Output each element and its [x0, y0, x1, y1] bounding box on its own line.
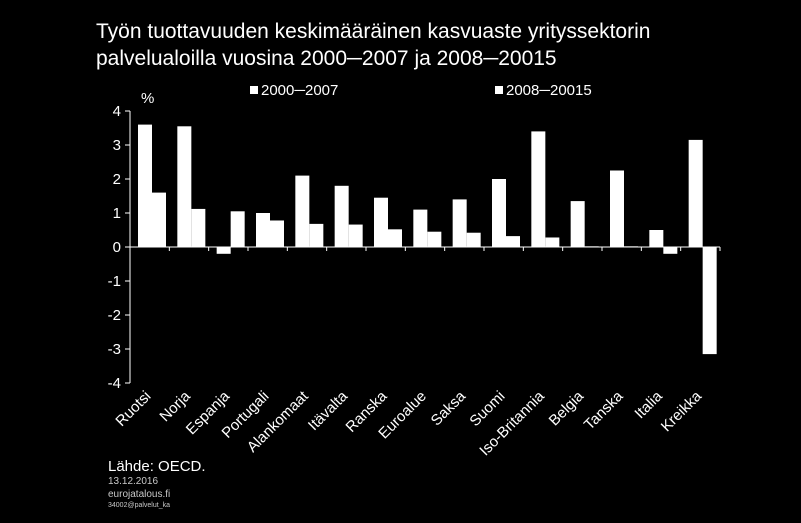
- bar-2: [309, 223, 324, 247]
- x-category-label: Ruotsi: [112, 388, 154, 430]
- bar-1: [138, 124, 152, 247]
- chart-title: Työn tuottavuuden keskimääräinen kasvuas…: [96, 18, 786, 72]
- bar-1: [256, 213, 270, 247]
- y-axis-unit-label: %: [141, 90, 154, 107]
- bar-2: [624, 246, 638, 248]
- y-tick-label: 0: [113, 239, 121, 256]
- chart-code: 34002@palvelut_ka: [108, 502, 170, 509]
- bar-2: [348, 224, 363, 247]
- bar-1: [492, 179, 506, 247]
- bar-1: [688, 139, 703, 247]
- legend-swatch-1: [250, 86, 258, 94]
- bar-1: [649, 230, 664, 247]
- y-tick-label: -1: [108, 273, 121, 290]
- bar-1: [374, 197, 388, 247]
- publish-date: 13.12.2016: [108, 476, 159, 487]
- bar-1: [177, 126, 192, 247]
- x-category-labels: Ruotsi NorjaEspanjaPortugaliAlankomaatItä…: [112, 387, 705, 459]
- bar-2: [152, 192, 166, 247]
- y-tick-label: 3: [113, 137, 121, 154]
- x-category-label: Italia: [631, 387, 666, 422]
- bar-2: [230, 211, 245, 247]
- y-tick-label: 2: [113, 171, 121, 188]
- bar-2: [545, 237, 560, 247]
- bar-2: [702, 247, 717, 355]
- y-tick-label: -2: [108, 307, 121, 324]
- bar-2: [466, 232, 481, 247]
- bar-2: [191, 208, 206, 247]
- source-note: Lähde: OECD.: [108, 458, 206, 475]
- y-tick-label: -3: [108, 341, 121, 358]
- bar-1: [216, 247, 231, 254]
- bar-1: [610, 170, 624, 247]
- chart-legend: 2000─2007 2008─20015: [250, 82, 592, 99]
- bar-2: [584, 246, 599, 248]
- y-tick-label: -4: [108, 375, 121, 392]
- bar-2: [663, 247, 678, 254]
- site-name: eurojatalous.fi: [108, 489, 171, 500]
- bar-1: [452, 199, 467, 247]
- bar-2: [506, 236, 520, 247]
- y-tick-label: 1: [113, 205, 121, 222]
- chart-title-line-2: palvelualoilla vuosina 2000─2007 ja 2008…: [96, 47, 557, 70]
- bar-1: [570, 201, 585, 247]
- legend-swatch-2: [495, 86, 503, 94]
- bar-1: [413, 209, 428, 247]
- bar-2: [427, 231, 442, 247]
- legend-label-1: 2000─2007: [261, 82, 338, 99]
- bar-2: [270, 220, 284, 247]
- x-category-label: Saksa: [428, 387, 470, 429]
- legend-label-2: 2008─20015: [506, 82, 592, 99]
- chart-footer: Lähde: OECD. 13.12.2016 eurojatalous.fi …: [108, 458, 206, 511]
- x-category-label: Tanska: [581, 387, 627, 433]
- x-category-label: Kreikka: [658, 387, 706, 435]
- chart-title-line-1: Työn tuottavuuden keskimääräinen kasvuas…: [96, 20, 651, 43]
- y-tick-label: 4: [113, 103, 121, 120]
- bar-1: [295, 175, 310, 247]
- bar-1: [334, 185, 349, 247]
- bar-1: [531, 131, 546, 247]
- chart-bars: [138, 124, 717, 355]
- y-tick-labels: 4 3 2 1 0 -1 -2 -3 -4: [108, 103, 121, 392]
- bar-2: [388, 229, 402, 247]
